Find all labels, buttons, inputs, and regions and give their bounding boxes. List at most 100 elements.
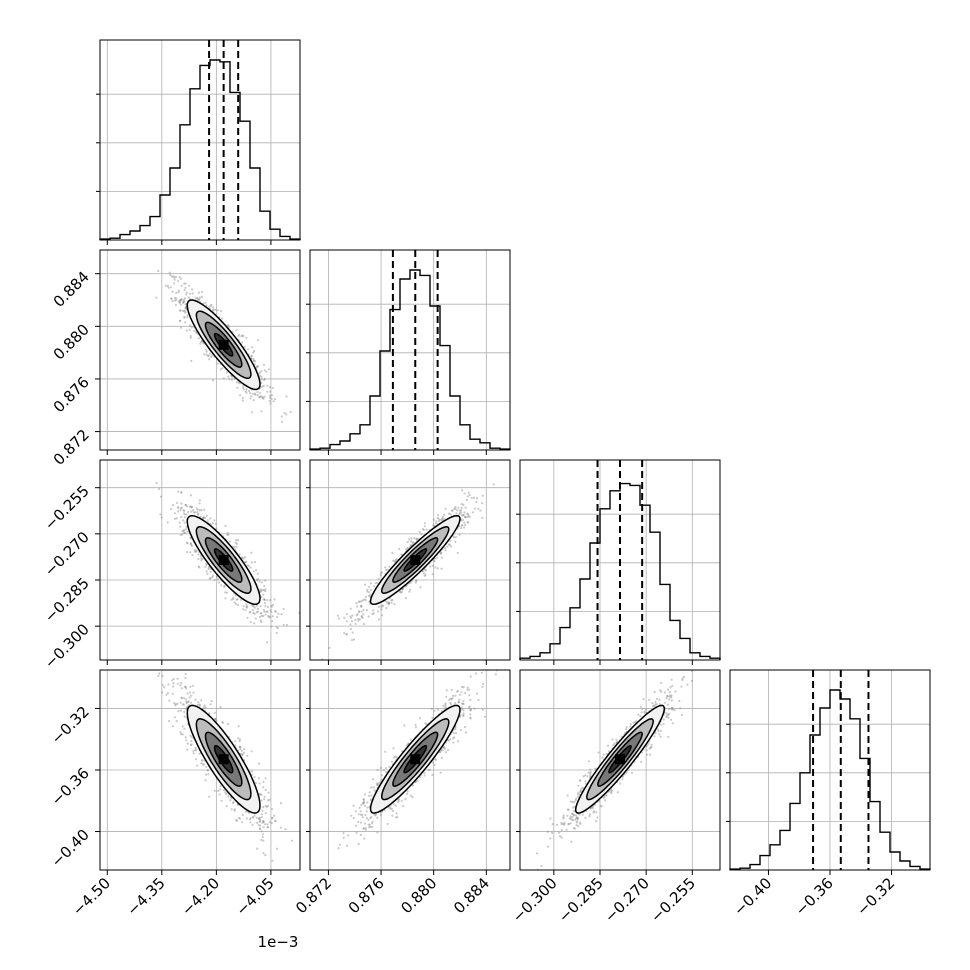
- scatter-point: [179, 701, 182, 704]
- scatter-point: [237, 816, 240, 820]
- histogram-panel-3: [726, 669, 931, 871]
- scatter-point: [185, 700, 188, 703]
- scatter-point: [206, 769, 209, 772]
- scatter-point: [191, 292, 194, 295]
- scatter-point: [216, 309, 219, 312]
- scatter-point: [250, 750, 253, 753]
- scatter-point: [189, 494, 192, 497]
- scatter-point: [186, 542, 189, 545]
- scatter-point: [463, 521, 466, 524]
- scatter-point: [261, 385, 264, 388]
- scatter-point: [189, 685, 192, 688]
- scatter-point: [195, 331, 198, 334]
- scatter-point: [439, 552, 442, 555]
- scatter-point: [236, 386, 239, 389]
- scatter-point: [437, 517, 440, 521]
- scatter-point: [184, 503, 187, 507]
- scatter-point: [349, 627, 352, 631]
- scatter-point: [446, 545, 449, 548]
- scatter-point: [174, 303, 177, 306]
- scatter-point: [358, 600, 361, 603]
- scatter-point: [413, 537, 416, 540]
- scatter-point: [249, 611, 252, 614]
- scatter-point: [179, 298, 182, 301]
- scatter-point: [183, 516, 186, 519]
- scatter-point: [354, 622, 357, 626]
- scatter-point: [185, 525, 188, 529]
- scatter-point: [479, 509, 482, 512]
- scatter-point: [183, 685, 187, 689]
- scatter-point: [244, 390, 247, 393]
- scatter-point: [220, 584, 223, 587]
- scatter-point: [233, 601, 236, 604]
- scatter-point: [158, 672, 161, 675]
- scatter-point: [195, 507, 198, 510]
- scatter-point: [436, 556, 439, 559]
- scatter-point: [453, 536, 456, 539]
- scatter-point: [462, 519, 465, 522]
- scatter-point: [466, 515, 469, 519]
- scatter-point: [174, 716, 177, 719]
- scatter-point: [236, 598, 239, 601]
- scatter-point: [188, 328, 191, 331]
- scatter-point: [202, 516, 205, 519]
- scatter-point: [251, 392, 255, 395]
- scatter-point: [238, 740, 241, 743]
- scatter-point: [219, 368, 222, 371]
- scatter-point: [363, 583, 367, 586]
- scatter-point: [183, 531, 186, 535]
- scatter-point: [157, 269, 160, 273]
- scatter-point: [269, 609, 272, 612]
- scatter-point: [453, 507, 456, 510]
- scatter-point: [197, 298, 200, 301]
- scatter-point: [179, 508, 182, 512]
- scatter-point: [180, 506, 184, 509]
- scatter-point: [189, 542, 192, 545]
- scatter-point: [169, 507, 172, 511]
- scatter-point: [255, 604, 258, 607]
- scatter-point: [415, 537, 418, 540]
- scatter-point: [360, 614, 363, 618]
- scatter-point: [284, 828, 287, 831]
- scatter-point: [410, 540, 413, 543]
- scatter-point: [380, 605, 383, 609]
- scatter-point: [390, 599, 393, 602]
- scatter-point: [377, 618, 380, 621]
- scatter-point: [179, 309, 182, 312]
- scatter-point: [260, 410, 263, 413]
- scatter-point: [230, 598, 233, 601]
- scatter-point: [185, 687, 188, 690]
- scatter-point: [415, 538, 418, 541]
- panel-content: [100, 670, 300, 870]
- scatter-point: [282, 607, 285, 611]
- scatter-point: [189, 734, 192, 737]
- scatter-point: [267, 799, 270, 802]
- scatter-point: [466, 512, 469, 515]
- scatter-point: [409, 588, 412, 591]
- scatter-point: [384, 568, 388, 572]
- density-peak: [410, 555, 421, 565]
- scatter-point: [456, 551, 459, 555]
- scatter-point: [203, 353, 206, 356]
- scatter-point: [202, 516, 205, 520]
- scatter-point: [262, 839, 265, 842]
- scatter-point: [258, 782, 261, 785]
- scatter-point: [270, 604, 273, 608]
- scatter-point: [183, 727, 186, 730]
- scatter-point: [184, 672, 187, 676]
- scatter-point: [369, 588, 372, 592]
- scatter-point: [169, 286, 173, 289]
- scatter-point: [223, 585, 226, 589]
- scatter-point: [226, 531, 229, 534]
- scatter-point: [184, 307, 187, 310]
- contour-line: [369, 514, 461, 606]
- scatter-point: [269, 599, 272, 602]
- scatter-point: [195, 748, 198, 751]
- scatter-point: [200, 559, 203, 562]
- scatter-point: [460, 514, 463, 517]
- scatter-point: [180, 696, 183, 699]
- scatter-point: [215, 575, 219, 578]
- scatter-point: [203, 508, 206, 511]
- scatter-point: [245, 391, 248, 394]
- scatter-point: [184, 297, 187, 300]
